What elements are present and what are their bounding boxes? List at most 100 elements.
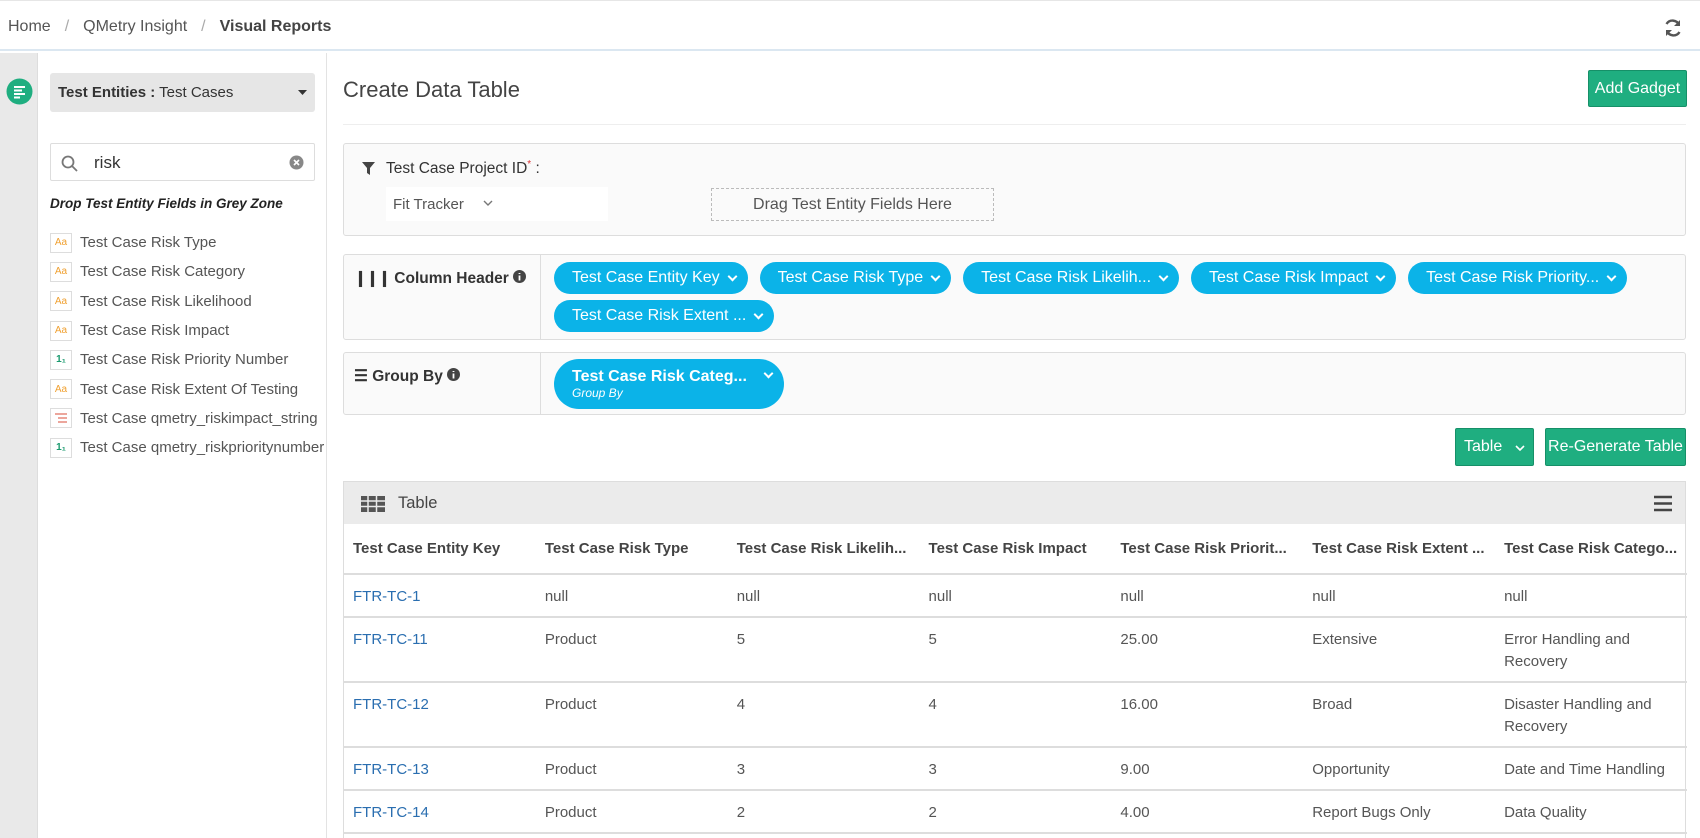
cell: 3 <box>919 747 1112 791</box>
caret <box>1515 445 1525 451</box>
field-item[interactable]: Aa Test Case Risk Extent Of Testing <box>50 374 340 403</box>
field-item[interactable]: Aa Test Case Risk Impact <box>50 316 340 345</box>
entity-key-link[interactable]: FTR-TC-14 <box>344 790 536 834</box>
info-icon <box>447 368 461 381</box>
table-row: FTR-TC-13 Product 3 3 9.00 Opportunity Date an… <box>344 747 1687 791</box>
cell: 5 <box>727 617 920 683</box>
cell: 4.00 <box>1111 790 1304 834</box>
column-header: Test Case Risk Impact <box>919 524 1112 575</box>
field-item[interactable]: Aa Test Case Risk Category <box>50 257 340 286</box>
cell: Disaster Handling and Recovery <box>1495 682 1687 748</box>
cell: Product <box>535 790 728 834</box>
entity-key-link[interactable]: FTR-TC-11 <box>344 617 536 683</box>
divider <box>343 124 1686 125</box>
regenerate-button[interactable]: Re-Generate Table <box>1545 428 1686 466</box>
column-chip[interactable]: Test Case Risk Priority... <box>1408 262 1628 294</box>
field-icon: Aa <box>50 379 72 400</box>
clear-icon[interactable] <box>289 155 304 170</box>
column-header: Test Case Risk Catego... <box>1495 524 1687 575</box>
cell: null <box>727 574 920 618</box>
field-icon: Aa <box>50 261 72 282</box>
filter-box: Test Case Project ID* : Fit Tracker Drag… <box>343 143 1686 236</box>
column-chip[interactable]: Test Case Entity Key <box>554 262 748 294</box>
cell: null <box>1111 574 1304 618</box>
add-gadget-button[interactable]: Add Gadget <box>1588 70 1687 107</box>
field-label: Test Case Risk Type <box>80 234 217 252</box>
caret <box>483 200 493 206</box>
entity-select[interactable]: Test Entities : Test Cases <box>50 73 315 112</box>
field-item[interactable]: Aa Test Case Risk Likelihood <box>50 287 340 316</box>
cell: null <box>919 574 1112 618</box>
entity-label: Test Entities : <box>58 84 156 101</box>
field-icon <box>50 408 72 429</box>
chip-list: Test Case Entity Key Test Case Risk Type T… <box>554 262 1674 338</box>
data-table: Test Case Entity Key Test Case Risk Type T… <box>344 524 1687 834</box>
separator: / <box>201 18 206 35</box>
entity-value: Test Cases <box>159 84 234 101</box>
entity-key-link[interactable]: FTR-TC-13 <box>344 747 536 791</box>
cell: Opportunity <box>1303 747 1496 791</box>
cell: Product <box>535 747 728 791</box>
view-label: Table <box>1464 438 1503 455</box>
cell: 5 <box>919 617 1112 683</box>
column-chip[interactable]: Test Case Risk Type <box>759 262 952 294</box>
group-chip[interactable]: Test Case Risk Categ... Group By <box>554 359 784 409</box>
field-icon: 1₁ <box>50 349 72 370</box>
drop-zone[interactable]: Drag Test Entity Fields Here <box>711 188 994 221</box>
refresh-icon[interactable] <box>1663 18 1683 38</box>
cell: Broad <box>1303 682 1496 748</box>
cell: 25.00 <box>1111 617 1304 683</box>
info-icon <box>513 270 527 283</box>
group-by-box: ☰ Group By Test Case Risk Categ... Group … <box>343 352 1686 415</box>
breadcrumb: Home / QMetry Insight / Visual Reports <box>8 18 331 36</box>
cell: Product <box>535 617 728 683</box>
sidebar: Test Entities : Test Cases risk Drop Tes… <box>38 53 327 838</box>
crumb[interactable]: Home <box>8 18 51 35</box>
field-label: Test Case Risk Impact <box>80 322 230 340</box>
entity-key-link[interactable]: FTR-TC-12 <box>344 682 536 748</box>
label-text: Column Header <box>394 270 509 287</box>
column-chip[interactable]: Test Case Risk Impact <box>1191 262 1397 294</box>
cell: null <box>535 574 728 618</box>
table-body: FTR-TC-1 null null null null null null FTR-TC-1… <box>344 574 1687 834</box>
search-box[interactable]: risk <box>50 143 315 181</box>
field-item[interactable]: Aa Test Case Risk Type <box>50 228 340 257</box>
filter-icon <box>362 162 375 175</box>
cell: 2 <box>919 790 1112 834</box>
cell: 3 <box>727 747 920 791</box>
view-select[interactable]: Table <box>1455 428 1534 466</box>
field-icon: Aa <box>50 232 72 253</box>
field-label: Test Case Risk Category <box>80 263 246 281</box>
filter-value: Fit Tracker <box>393 196 464 213</box>
search-icon <box>61 155 78 172</box>
column-icon: ❙❙❙ <box>354 270 391 287</box>
entity-key-link[interactable]: FTR-TC-1 <box>344 574 536 618</box>
field-label: Test Case Risk Extent Of Testing <box>80 380 299 398</box>
column-chip[interactable]: Test Case Risk Likelih... <box>963 262 1180 294</box>
table-row: FTR-TC-14 Product 2 2 4.00 Report Bugs Only Da… <box>344 790 1687 834</box>
field-label: Test Case Risk Priority Number <box>80 351 289 369</box>
column-header-box: ❙❙❙ Column Header Test Case Entity Key Te… <box>343 254 1686 340</box>
header-row: Test Case Entity Key Test Case Risk Type T… <box>344 524 1687 575</box>
menu-icon[interactable] <box>1654 495 1672 512</box>
table-row: FTR-TC-11 Product 5 5 25.00 Extensive Error Ha… <box>344 617 1687 683</box>
separator: / <box>64 18 70 35</box>
cell: 9.00 <box>1111 747 1304 791</box>
column-chip[interactable]: Test Case Risk Extent ... <box>554 300 775 332</box>
crumb: Visual Reports <box>219 18 332 35</box>
field-item[interactable]: Test Case qmetry_riskimpact_string <box>50 404 340 433</box>
top-bar: Home / QMetry Insight / Visual Reports <box>0 0 1700 51</box>
side-strip <box>0 53 38 838</box>
chip-sub: Group By <box>572 386 623 400</box>
field-label: Test Case qmetry_riskprioritynumber <box>80 439 325 457</box>
crumb[interactable]: QMetry Insight <box>83 18 188 35</box>
field-label: Test Case qmetry_riskimpact_string <box>80 409 318 427</box>
column-header: Test Case Risk Likelih... <box>727 524 920 575</box>
menu-toggle[interactable] <box>6 78 33 105</box>
filter-select[interactable]: Fit Tracker <box>386 187 608 221</box>
search-text: risk <box>94 153 121 172</box>
field-item[interactable]: 1₁ Test Case qmetry_riskprioritynumber <box>50 433 340 462</box>
field-item[interactable]: 1₁ Test Case Risk Priority Number <box>50 345 340 374</box>
table-row: FTR-TC-1 null null null null null null <box>344 574 1687 618</box>
